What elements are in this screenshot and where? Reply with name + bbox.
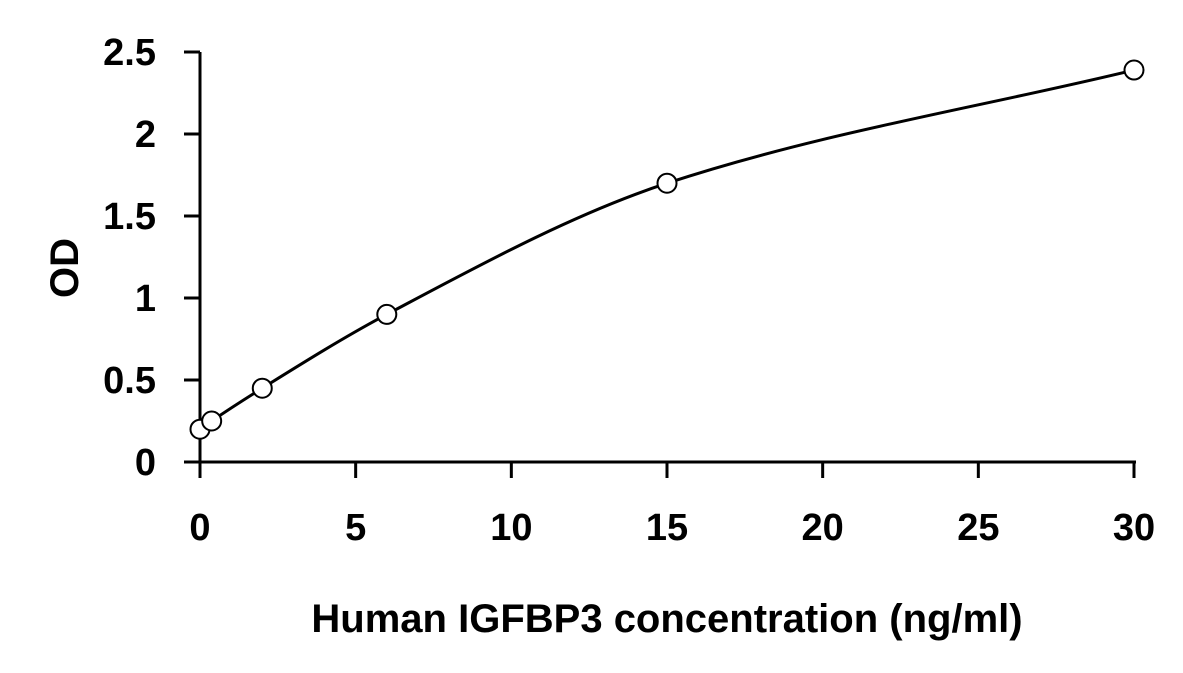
x-axis-label: Human IGFBP3 concentration (ng/ml) — [311, 597, 1022, 641]
y-tick-label: 2.5 — [103, 32, 156, 74]
x-axis-ticks — [198, 462, 1136, 478]
y-tick-label: 2 — [135, 114, 156, 156]
data-point — [201, 410, 223, 432]
y-tick-labels: 0 0.5 1 1.5 2 2.5 — [103, 32, 156, 484]
data-point — [251, 377, 273, 399]
x-tick-label: 20 — [802, 507, 844, 549]
x-tick-label: 25 — [957, 507, 999, 549]
x-tick-labels: 0 5 10 15 20 25 30 — [189, 507, 1155, 549]
data-points — [189, 59, 1145, 440]
y-tick-label: 0.5 — [103, 360, 156, 402]
data-point — [1123, 59, 1145, 81]
y-tick-label: 0 — [135, 442, 156, 484]
data-point — [376, 303, 398, 325]
y-axis-ticks — [184, 50, 200, 464]
y-axis-label: OD — [43, 238, 87, 298]
x-tick-label: 5 — [345, 507, 366, 549]
y-tick-label: 1 — [135, 278, 156, 320]
x-tick-label: 10 — [490, 507, 532, 549]
fit-curve — [199, 68, 1135, 431]
y-tick-label: 1.5 — [103, 196, 156, 238]
data-point — [656, 172, 678, 194]
x-tick-label: 0 — [189, 507, 210, 549]
x-tick-label: 30 — [1113, 507, 1155, 549]
x-tick-label: 15 — [646, 507, 688, 549]
